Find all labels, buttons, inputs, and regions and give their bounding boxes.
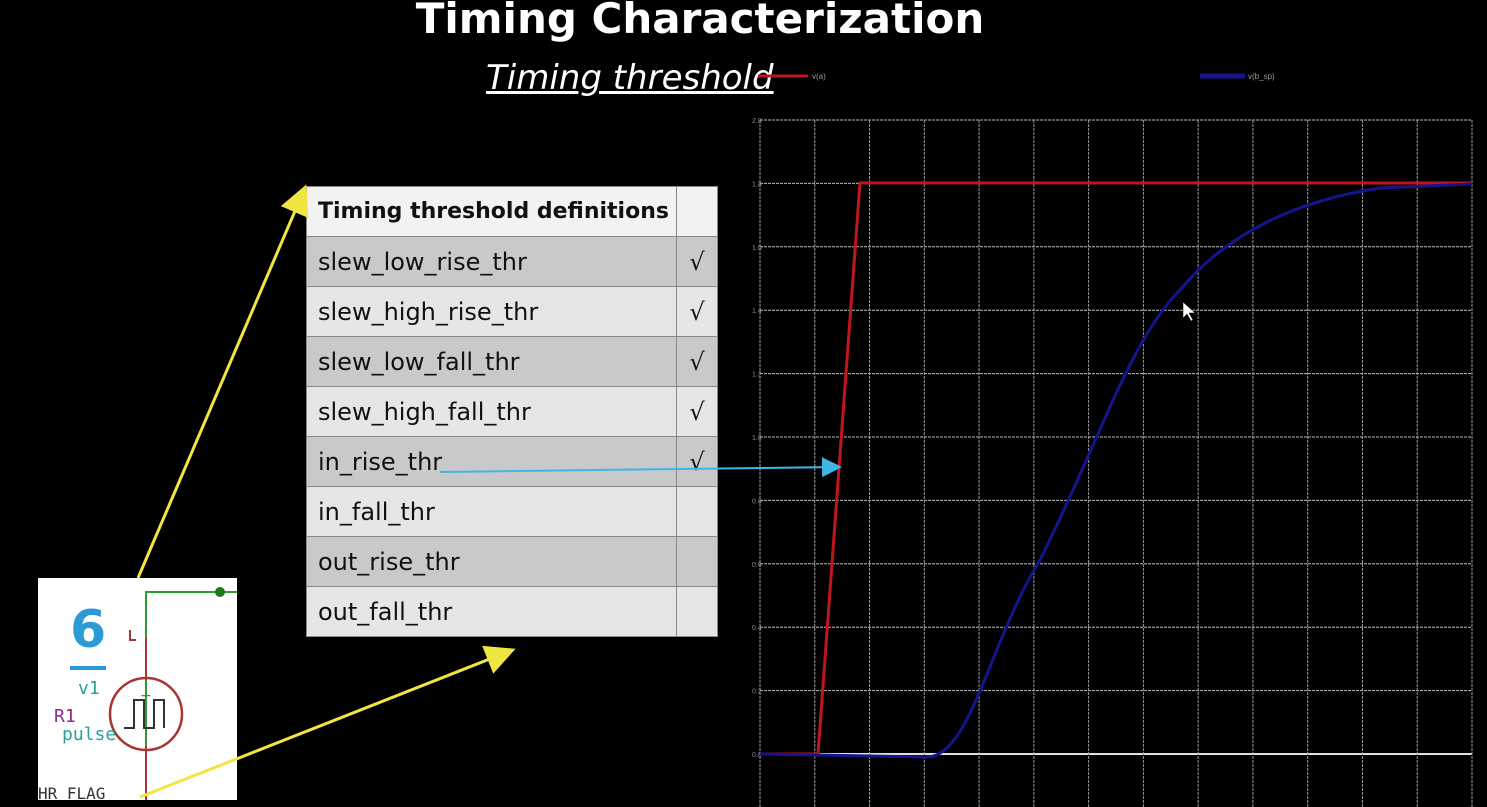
table-row: slew_high_fall_thr √ <box>306 386 718 437</box>
y-tick-label: 0.0 <box>752 752 762 759</box>
row-check <box>676 536 718 587</box>
row-check: √ <box>676 336 718 387</box>
row-label: slew_high_rise_thr <box>306 286 677 337</box>
slide-subtitle: Timing threshold <box>486 58 774 98</box>
table-row: in_fall_thr <box>306 486 718 537</box>
table-row: slew_low_rise_thr √ <box>306 236 718 287</box>
y-tick-label: 2.0 <box>752 118 762 125</box>
source-type: pulse <box>62 724 117 745</box>
arrow-to-table-top <box>136 184 309 579</box>
svg-text:+: + <box>140 688 152 704</box>
schematic-wires: + <box>108 587 237 800</box>
row-check: √ <box>676 386 718 437</box>
threshold-table: Timing threshold definitions slew_low_ri… <box>306 186 718 637</box>
arrow-to-table-bottom <box>139 645 516 799</box>
row-check <box>676 586 718 637</box>
row-label: in_rise_thr <box>306 436 677 487</box>
table-row: in_rise_thr √ <box>306 436 718 487</box>
row-label: in_fall_thr <box>306 486 677 537</box>
table-row: slew_high_rise_thr √ <box>306 286 718 337</box>
node-number-underline <box>70 666 106 670</box>
plot-grid <box>759 119 1473 807</box>
table-header: Timing threshold definitions <box>306 186 677 237</box>
mouse-cursor-icon <box>1182 301 1196 322</box>
legend-label-input: v(a) <box>812 72 826 81</box>
row-label: out_rise_thr <box>306 536 677 587</box>
y-tick-label: 1.2 <box>752 372 762 379</box>
row-label: slew_low_rise_thr <box>306 236 677 287</box>
schematic-snippet: + 6 v1 R1 pulse HR_FLAG <box>38 578 237 800</box>
y-tick-label: 0.2 <box>752 689 762 696</box>
source-name: v1 <box>78 678 100 699</box>
y-tick-label: 1.8 <box>752 181 762 188</box>
y-tick-label: 0.6 <box>752 562 762 569</box>
output-waveform <box>759 182 1473 759</box>
y-tick-label: 0.8 <box>752 498 762 505</box>
row-label: slew_low_fall_thr <box>306 336 677 387</box>
y-tick-label: 1.0 <box>752 435 762 442</box>
plot-y-ticks: 2.0 1.8 1.6 1.4 1.2 1.0 0.8 0.6 0.4 0.2 0.0 <box>752 118 762 759</box>
row-label: slew_high_fall_thr <box>306 386 677 437</box>
table-row: slew_low_fall_thr √ <box>306 336 718 387</box>
pulse-source-icon <box>108 676 184 752</box>
slide-title: Timing Characterization <box>415 0 985 43</box>
row-check: √ <box>676 436 718 487</box>
y-tick-label: 1.6 <box>752 245 762 252</box>
y-tick-label: 0.4 <box>752 625 762 632</box>
row-check <box>676 486 718 537</box>
y-tick-label: 1.4 <box>752 308 762 315</box>
row-label: out_fall_thr <box>306 586 677 637</box>
flag-label: HR_FLAG <box>38 784 106 800</box>
arrow-in-rise-thr <box>439 457 842 478</box>
table-row: out_fall_thr <box>306 586 718 637</box>
resistor-label: R1 <box>54 706 76 727</box>
table-row: out_rise_thr <box>306 536 718 587</box>
legend-label-output: v(b_sp) <box>1248 72 1275 81</box>
node-number: 6 <box>70 600 107 660</box>
node-dot <box>215 587 225 597</box>
plot-legend: v(a) v(b_sp) <box>758 72 1275 81</box>
